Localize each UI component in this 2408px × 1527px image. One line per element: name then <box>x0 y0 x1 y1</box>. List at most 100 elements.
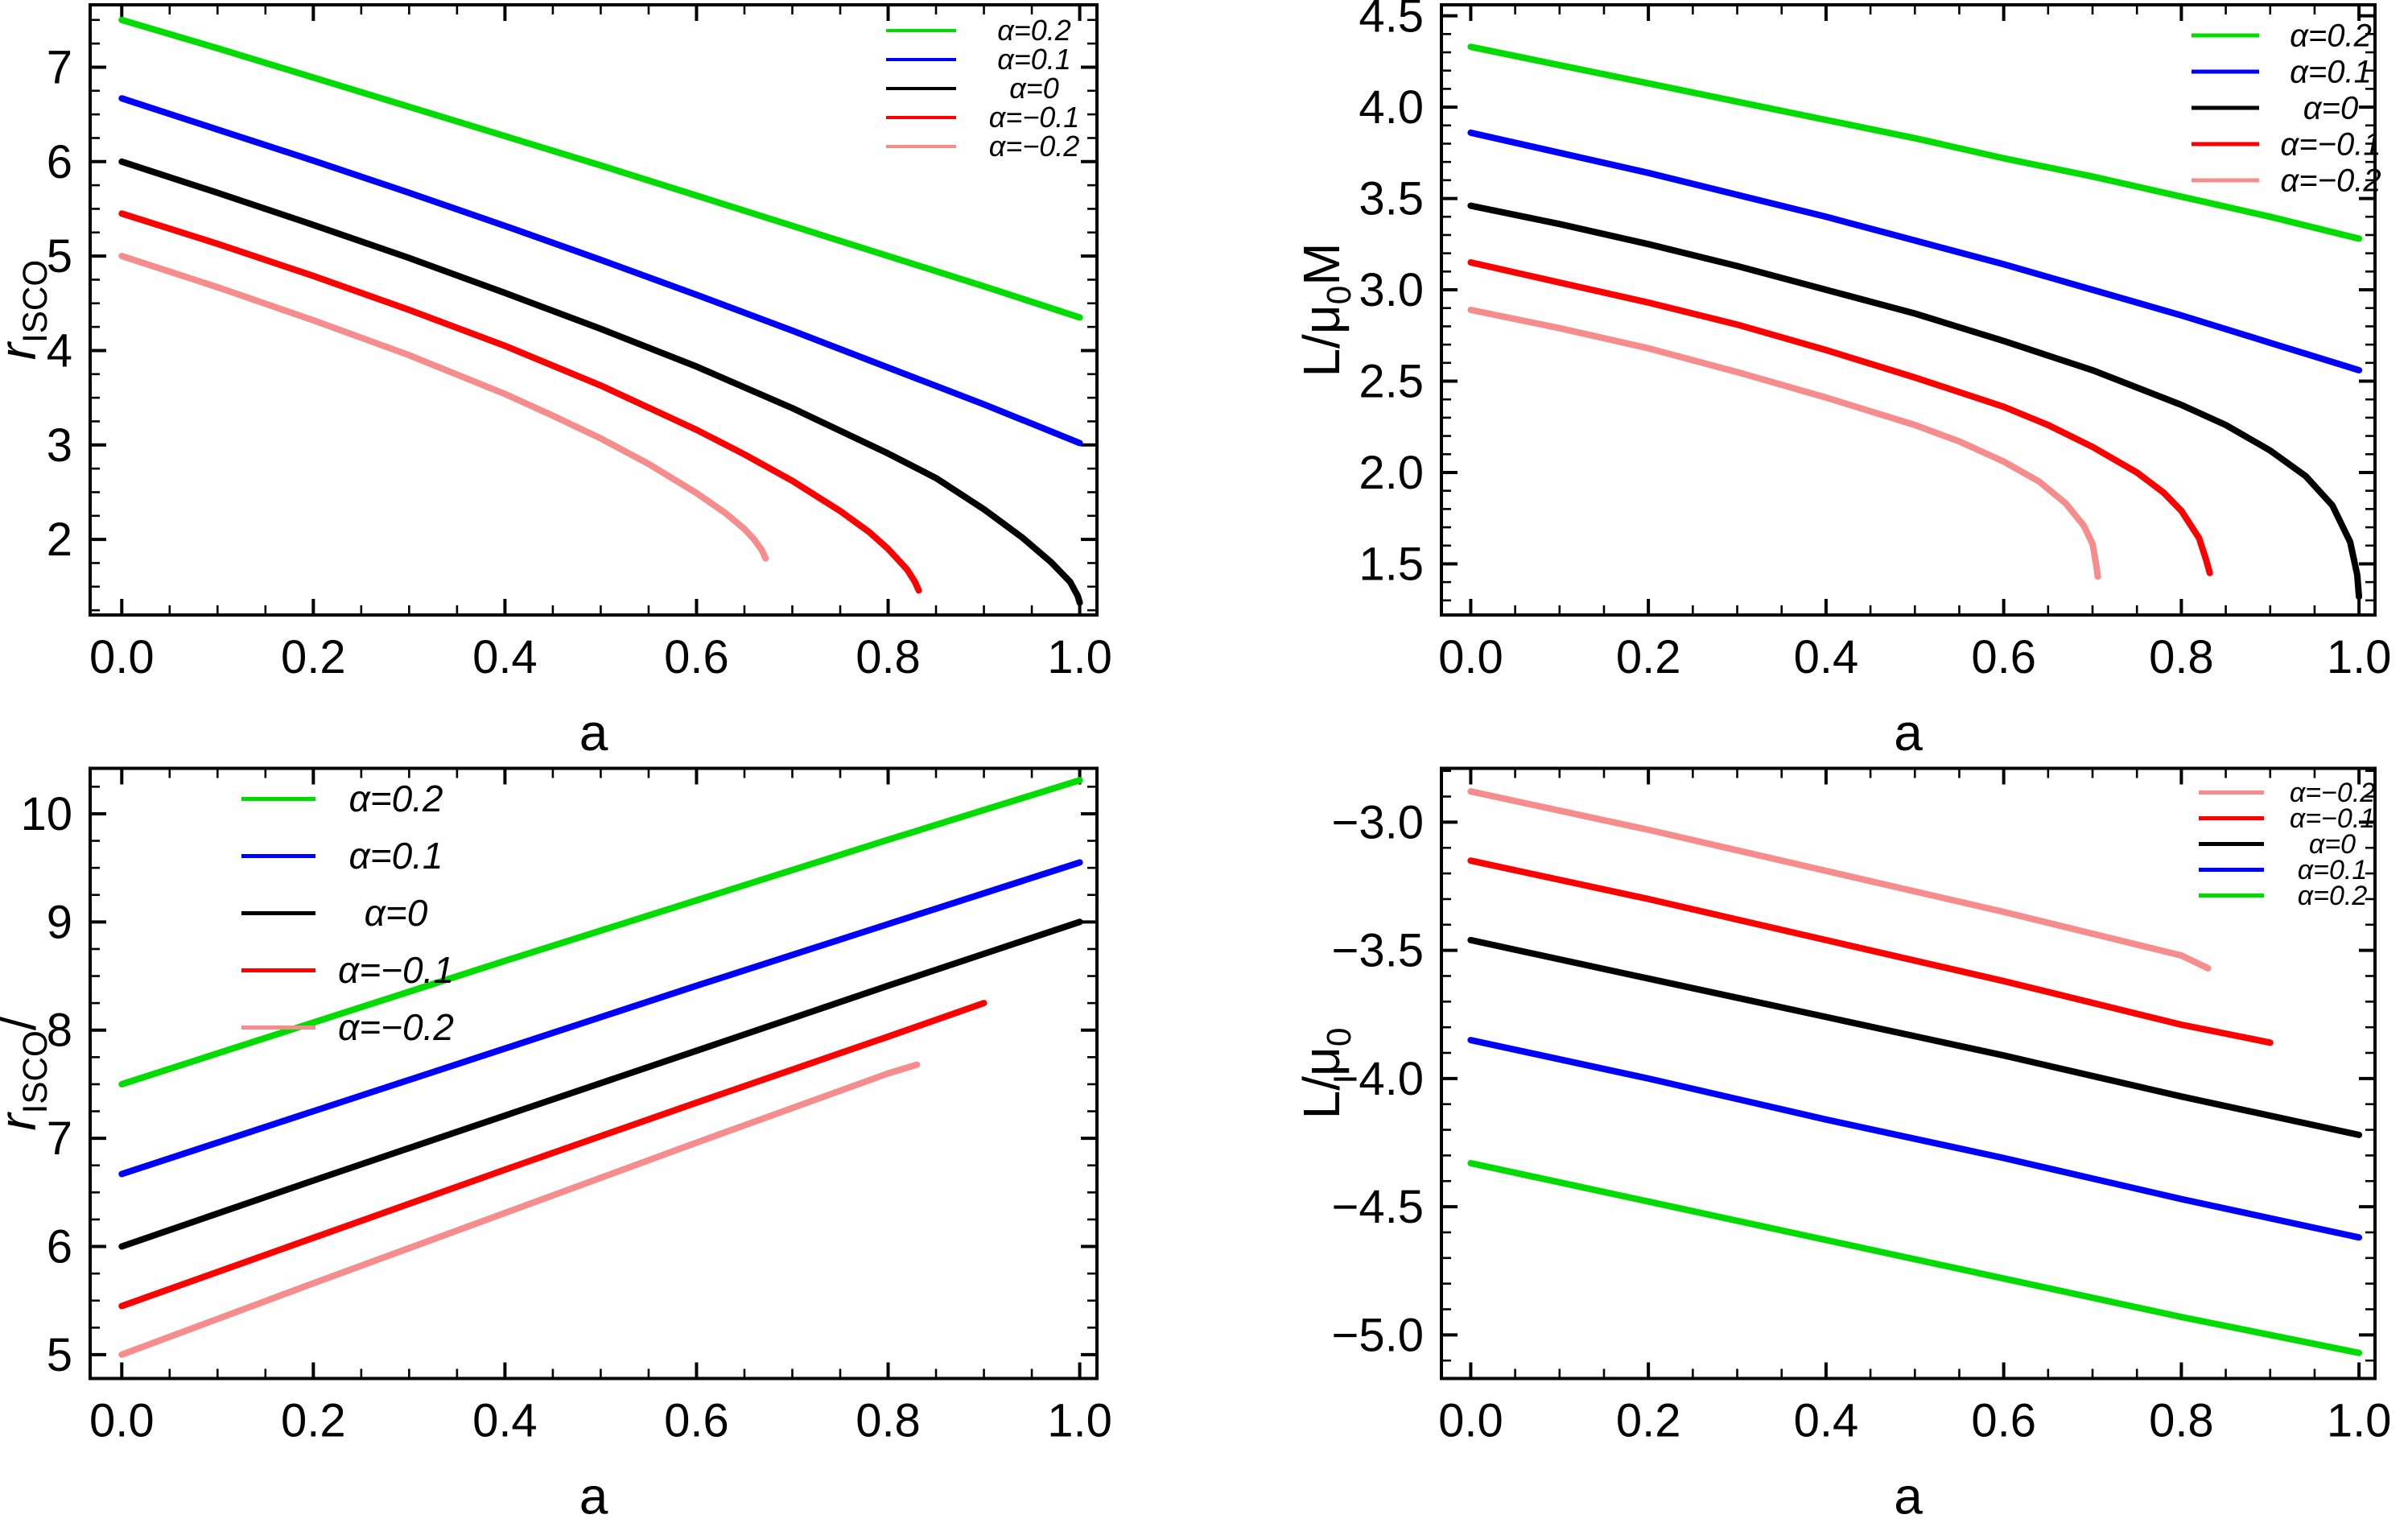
plot-angular-momentum-prograde: 0.0 0.2 0.4 0.6 0.8 1.0 1.5 2.0 2.5 3.0 3.5 4.0 4.5 a… <box>1204 0 2408 763</box>
curve-α=−0.1 <box>1467 857 2274 1046</box>
curve-α=0 <box>118 918 1083 1250</box>
x-tick-label: 0.8 <box>2149 1395 2214 1447</box>
x-tick-label: 0.4 <box>1794 631 1859 683</box>
legend: α=0.2α=0.1α=0α=−0.1α=−0.2 <box>2192 19 2381 199</box>
curve-α=0.2 <box>1467 43 2363 242</box>
x-axis-label: a <box>1894 1467 1923 1525</box>
legend-label-α=0.2: α=0.2 <box>2290 19 2372 54</box>
series-group <box>118 777 1083 1358</box>
x-tick-label: 0.0 <box>89 1395 155 1447</box>
legend-label-α=−0.1: α=−0.1 <box>2280 127 2381 163</box>
x-axis-label: a <box>1894 704 1923 761</box>
legend-label-α=−0.1: α=−0.1 <box>338 949 454 991</box>
legend-label-α=0.1: α=0.1 <box>2290 55 2372 90</box>
x-tick-label: 0.2 <box>1616 631 1681 683</box>
curve-α=−0.2 <box>118 253 769 562</box>
legend-label-α=0.2: α=0.2 <box>997 14 1071 47</box>
y-tick-label: 3.0 <box>1359 264 1424 316</box>
x-tick-label: 1.0 <box>1047 1395 1112 1447</box>
x-tick-label: 1.0 <box>2327 631 2392 683</box>
y-tick-label: 2 <box>47 514 72 566</box>
y-tick-label: 10 <box>20 788 72 840</box>
chart-svg-br: 0.0 0.2 0.4 0.6 0.8 1.0 −3.0 −3.5 −4.0 −4.5 −5.0 a L… <box>1293 766 2392 1525</box>
y-axis-label: L/μ0M <box>1293 242 1358 377</box>
y-tick-label: −5.0 <box>1332 1309 1425 1361</box>
y-tick-label: 6 <box>47 136 72 188</box>
axis-ticks <box>90 5 1097 615</box>
legend-label-α=−0.1: α=−0.1 <box>2290 803 2375 834</box>
y-tick-label: 8 <box>47 1005 72 1057</box>
legend-label-α=−0.2: α=−0.2 <box>2280 163 2381 199</box>
x-tick-label: 1.0 <box>1047 631 1112 683</box>
axis-ticks <box>1441 768 2375 1379</box>
axis-ticks <box>90 768 1097 1379</box>
legend-label-α=0: α=0 <box>2309 829 2356 860</box>
y-axis-label: rISCO <box>0 260 54 361</box>
svg-text:L/μ0M: L/μ0M <box>1293 242 1358 377</box>
legend-label-α=−0.2: α=−0.2 <box>989 130 1080 163</box>
curve-α=−0.1 <box>118 1000 988 1310</box>
curve-α=0 <box>1467 202 2363 600</box>
y-tick-label: 4.0 <box>1359 81 1424 134</box>
chart-svg-bl: 0.00.20.40.60.81.05678910arISCO/α=0.2α=0… <box>0 766 1112 1525</box>
y-tick-label: −4.5 <box>1332 1181 1425 1233</box>
y-tick-label: 5 <box>47 1329 72 1381</box>
y-axis-label: rISCO/ <box>0 1016 54 1131</box>
y-tick-label: 9 <box>47 896 72 948</box>
svg-text:rISCO/: rISCO/ <box>0 1016 54 1131</box>
plot-frame <box>1440 3 2377 617</box>
y-tick-label: 3.5 <box>1359 173 1424 225</box>
curve-α=−0.2 <box>1467 788 2212 972</box>
tick-labels: 0.0 0.2 0.4 0.6 0.8 1.0 5 6 7 8 9 10 <box>20 788 1111 1447</box>
legend: α=0.2α=0.1α=0α=−0.1α=−0.2 <box>241 778 454 1048</box>
curve-α=0.1 <box>118 859 1083 1178</box>
curve-α=−0.1 <box>118 210 922 594</box>
y-tick-label: 4.5 <box>1359 0 1424 43</box>
curve-α=0 <box>118 158 1083 606</box>
legend-label-α=0.2: α=0.2 <box>2298 881 2368 911</box>
series-group <box>1467 788 2363 1356</box>
legend-label-α=0.2: α=0.2 <box>348 778 443 819</box>
legend-label-α=0.1: α=0.1 <box>348 835 443 877</box>
chart-svg-tl: 0.0 0.2 0.4 0.6 0.8 1.0 2 3 4 5 6 7 a rISCO α=0.2α=0.1… <box>0 3 1112 761</box>
x-tick-label: 0.6 <box>664 1395 729 1447</box>
tick-labels: 0.0 0.2 0.4 0.6 0.8 1.0 1.5 2.0 2.5 3.0 3.5 4.0 4.5 <box>1359 0 2391 683</box>
y-tick-label: 7 <box>47 41 72 93</box>
curve-α=0.2 <box>118 16 1083 321</box>
x-tick-label: 0.2 <box>281 631 346 683</box>
curve-α=0.1 <box>118 95 1083 447</box>
series-group <box>1467 43 2363 600</box>
y-tick-label: 6 <box>47 1221 72 1273</box>
svg-text:rISCO: rISCO <box>0 260 54 361</box>
x-tick-label: 0.4 <box>1794 1395 1859 1447</box>
chart-svg-tr: 0.0 0.2 0.4 0.6 0.8 1.0 1.5 2.0 2.5 3.0 3.5 4.0 4.5 a… <box>1293 0 2391 761</box>
svg-text:L/μ0: L/μ0 <box>1293 1028 1358 1120</box>
x-tick-label: 0.8 <box>856 1395 921 1447</box>
plot-frame <box>1440 766 2377 1380</box>
y-tick-label: −4.0 <box>1332 1053 1425 1105</box>
y-tick-label: −3.0 <box>1332 796 1425 848</box>
y-tick-label: 5 <box>47 230 72 283</box>
y-tick-label: 2.5 <box>1359 356 1424 408</box>
x-tick-label: 1.0 <box>2327 1395 2392 1447</box>
x-tick-label: 0.4 <box>472 631 538 683</box>
series-group <box>118 16 1083 606</box>
curve-α=0.1 <box>1467 129 2363 373</box>
x-tick-label: 0.0 <box>1438 1395 1503 1447</box>
x-tick-label: 0.4 <box>472 1395 538 1447</box>
plot-risco-prograde: 0.0 0.2 0.4 0.6 0.8 1.0 2 3 4 5 6 7 a rISCO α=0.2α=0.1… <box>0 0 1204 763</box>
legend-label-α=−0.2: α=−0.2 <box>2290 778 2375 808</box>
x-axis-label: a <box>579 704 608 761</box>
curve-α=0.2 <box>118 777 1083 1087</box>
x-tick-label: 0.2 <box>1616 1395 1681 1447</box>
y-axis-label: L/μ0 <box>1293 1028 1358 1120</box>
x-tick-label: 0.6 <box>1971 1395 2036 1447</box>
legend-label-α=0: α=0 <box>365 892 428 934</box>
y-tick-label: 3 <box>47 419 72 472</box>
y-tick-label: 2.0 <box>1359 447 1424 499</box>
curve-α=0.2 <box>1467 1160 2363 1356</box>
legend-label-α=−0.1: α=−0.1 <box>989 101 1080 134</box>
plot-risco-retrograde: 0.00.20.40.60.81.05678910arISCO/α=0.2α=0… <box>0 763 1204 1527</box>
x-tick-label: 0.6 <box>664 631 729 683</box>
